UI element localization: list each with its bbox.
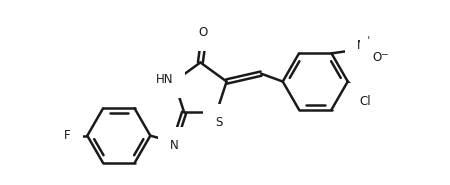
Text: Cl: Cl: [360, 95, 371, 108]
Text: S: S: [215, 116, 222, 129]
Text: +: +: [364, 35, 372, 44]
Text: F: F: [64, 129, 71, 142]
Text: O: O: [199, 26, 208, 39]
Text: −: −: [380, 49, 387, 58]
Text: N: N: [170, 139, 178, 152]
Text: N: N: [357, 39, 365, 52]
Text: HN: HN: [156, 73, 173, 86]
Text: O: O: [372, 51, 382, 64]
